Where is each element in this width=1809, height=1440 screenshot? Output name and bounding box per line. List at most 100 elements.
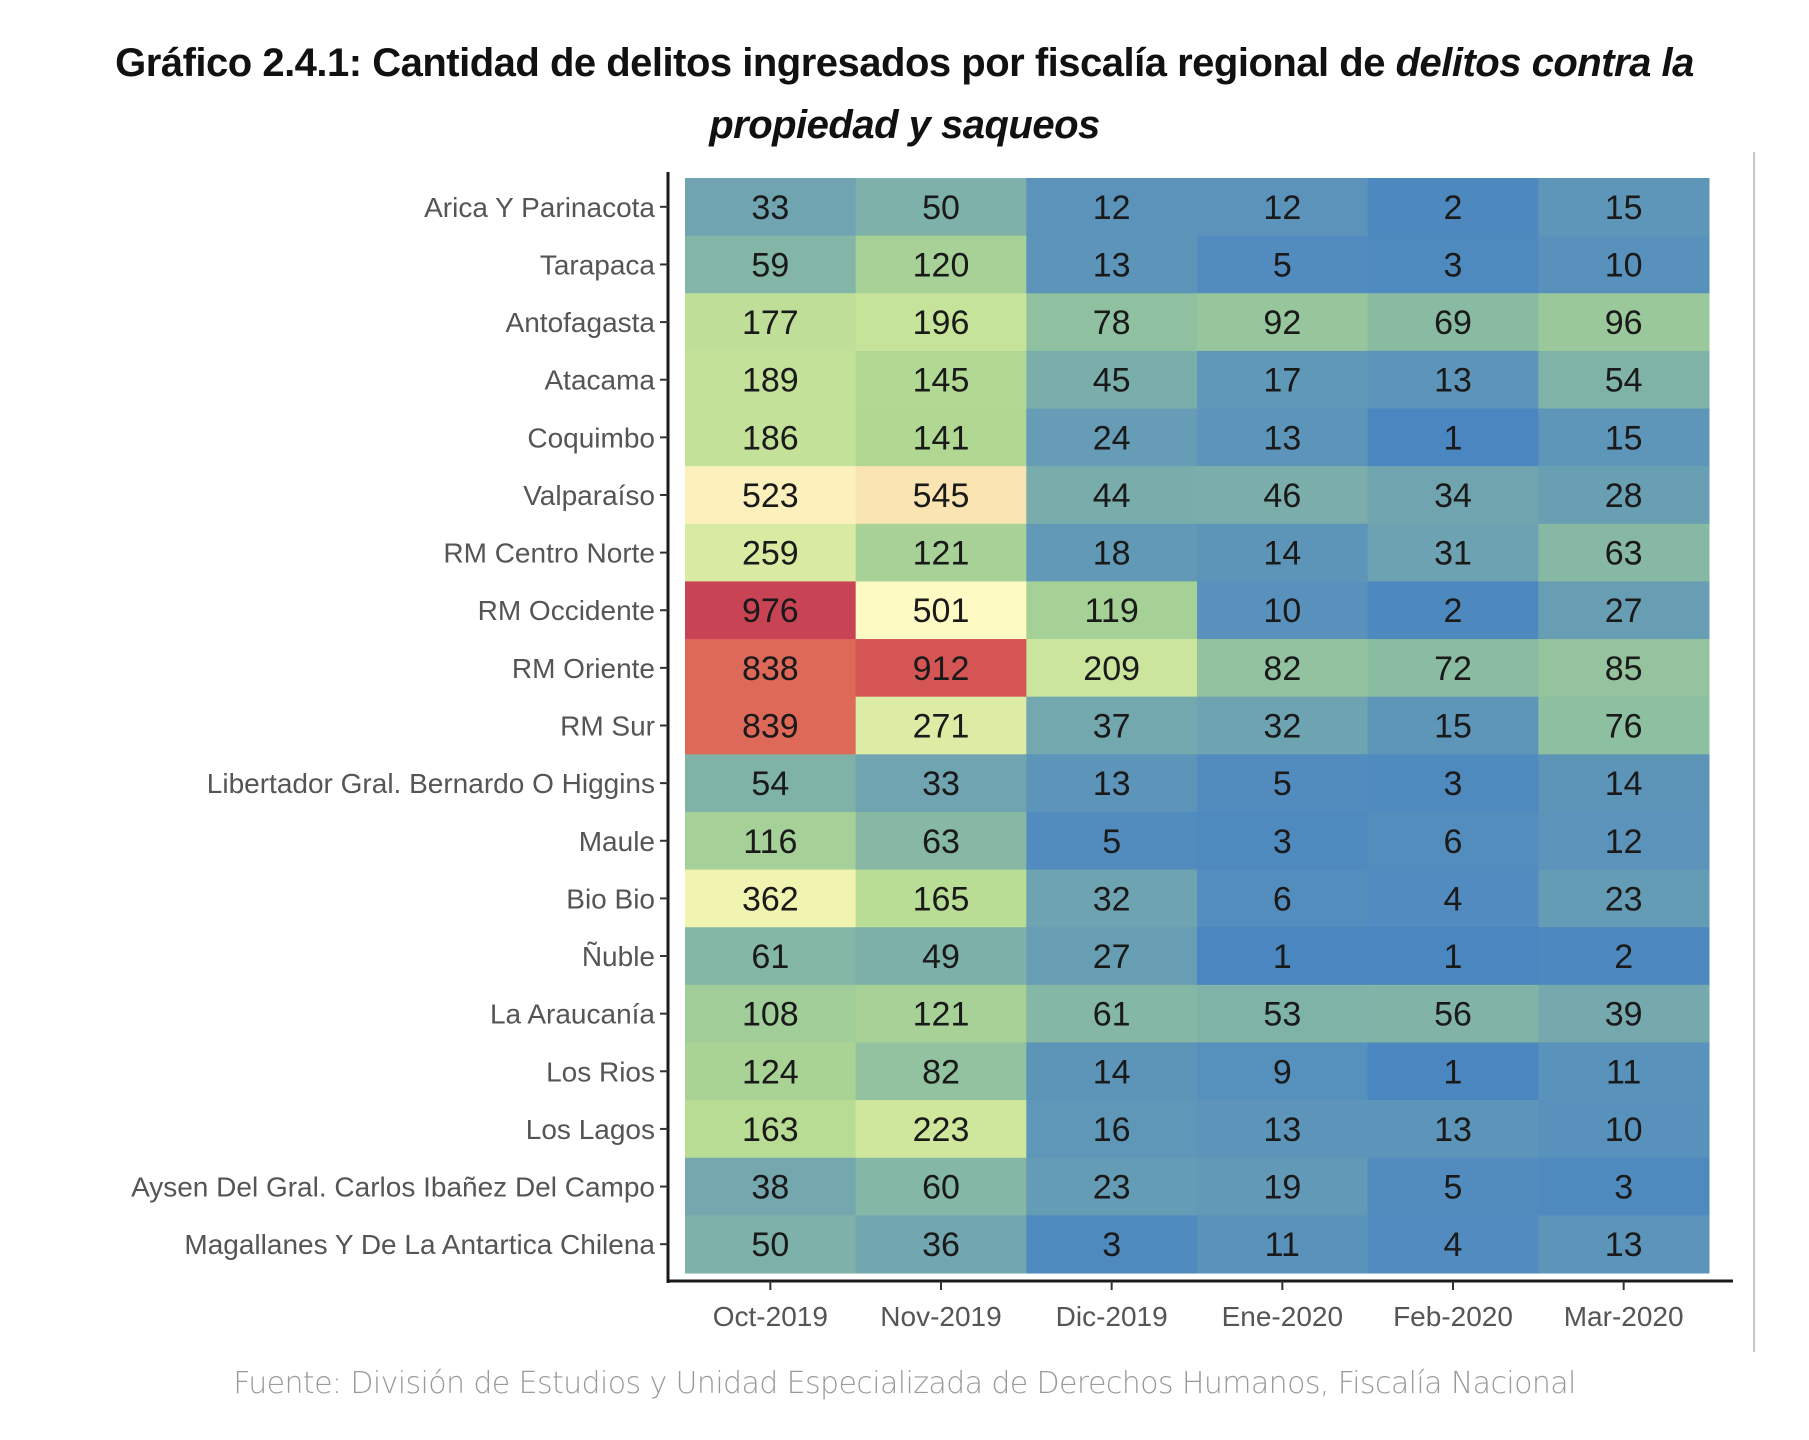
heatmap-cell [685, 1215, 857, 1274]
heatmap-cell [855, 639, 1027, 698]
cell-value-label: 271 [913, 708, 970, 746]
heatmap-cell [1026, 581, 1198, 640]
heatmap-cell [855, 235, 1027, 294]
heatmap-cell [855, 523, 1027, 582]
cell-value-label: 121 [913, 535, 970, 573]
heatmap-cell [685, 1100, 857, 1159]
heatmap-cell [685, 754, 857, 813]
cell-value-label: 124 [742, 1053, 799, 1091]
heatmap-cell [685, 1042, 857, 1101]
cell-value-label: 17 [1263, 362, 1301, 400]
heatmap-cell [685, 639, 857, 698]
heatmap-cell [1538, 984, 1710, 1043]
x-tick-label: Feb-2020 [1393, 1301, 1513, 1332]
cell-value-label: 76 [1605, 708, 1643, 746]
cell-value-label: 912 [913, 650, 970, 688]
heatmap-cell [1026, 523, 1198, 582]
heatmap-cell [1197, 1042, 1369, 1101]
cell-value-label: 60 [922, 1169, 960, 1207]
x-tick-label: Ene-2020 [1222, 1301, 1343, 1332]
heatmap-cell [855, 696, 1027, 755]
cell-value-label: 5 [1273, 246, 1292, 284]
cell-value-label: 27 [1093, 938, 1131, 976]
heatmap-cell [1367, 235, 1539, 294]
cell-value-label: 53 [1263, 996, 1301, 1034]
heatmap-cell [1026, 466, 1198, 525]
cell-value-label: 49 [922, 938, 960, 976]
heatmap-cell [1026, 293, 1198, 352]
cell-value-label: 3 [1444, 246, 1463, 284]
cell-value-label: 165 [913, 880, 970, 918]
source-note: Fuente: División de Estudios y Unidad Es… [233, 1366, 1576, 1401]
heatmap-cell [1026, 235, 1198, 294]
cell-value-label: 14 [1093, 1053, 1131, 1091]
y-tick-label: Atacama [545, 365, 656, 396]
cell-value-label: 3 [1444, 765, 1463, 803]
cell-value-label: 3 [1273, 823, 1292, 861]
cell-value-label: 36 [922, 1226, 960, 1264]
cell-value-label: 32 [1093, 880, 1131, 918]
heatmap-cell [1367, 811, 1539, 871]
y-tick-label: Aysen Del Gral. Carlos Ibañez Del Campo [131, 1172, 655, 1203]
cell-value-label: 6 [1444, 823, 1463, 861]
cell-value-label: 2 [1614, 938, 1633, 976]
cell-value-label: 13 [1263, 1111, 1301, 1149]
cell-value-label: 61 [1093, 996, 1131, 1034]
cell-value-label: 119 [1085, 592, 1139, 630]
heatmap-cell [685, 927, 857, 986]
heatmap-cell [855, 581, 1027, 640]
cell-value-label: 24 [1093, 419, 1131, 457]
heatmap-cell [1026, 178, 1198, 237]
y-tick-label: La Araucanía [490, 999, 655, 1030]
y-tick-label: Tarapaca [540, 249, 656, 280]
heatmap-cell [685, 984, 857, 1043]
heatmap-cell [1026, 1157, 1198, 1216]
heatmap-cell [685, 293, 857, 352]
heatmap-cell [685, 869, 857, 928]
heatmap-cell [1197, 293, 1369, 352]
heatmap-cell [855, 1042, 1027, 1101]
cell-value-label: 838 [742, 650, 799, 688]
cell-value-label: 19 [1263, 1169, 1301, 1207]
heatmap-cell [855, 178, 1027, 237]
heatmap-cell [855, 811, 1027, 871]
cell-value-label: 96 [1605, 304, 1643, 342]
cell-value-label: 177 [742, 304, 799, 342]
cell-value-label: 46 [1263, 477, 1301, 515]
cell-value-label: 11 [1606, 1053, 1641, 1091]
cell-value-label: 4 [1444, 1226, 1463, 1264]
heatmap-cell [1026, 639, 1198, 698]
cell-value-label: 31 [1434, 535, 1472, 573]
heatmap-cell [1538, 1157, 1710, 1216]
cell-value-label: 1 [1444, 938, 1463, 976]
heatmap-cell [1367, 293, 1539, 352]
chart-title-main: Gráfico 2.4.1: Cantidad de delitos ingre… [115, 41, 1396, 85]
heatmap-cell [1538, 466, 1710, 525]
heatmap-cell [1538, 350, 1710, 410]
y-tick-label: Valparaíso [523, 480, 655, 511]
heatmap-cell [1538, 696, 1710, 755]
heatmap-cell [855, 1157, 1027, 1216]
cell-value-label: 32 [1263, 708, 1301, 746]
heatmap-cell [1197, 178, 1369, 237]
heatmap-cells [685, 178, 1710, 1274]
cell-value-label: 163 [742, 1111, 799, 1149]
cell-value-label: 1 [1444, 419, 1463, 457]
heatmap-cell [1026, 1100, 1198, 1159]
cell-value-label: 141 [913, 419, 970, 457]
chart-title-italic-2: propiedad y saqueos [709, 103, 1100, 147]
heatmap-cell [1367, 178, 1539, 237]
cell-value-label: 85 [1605, 650, 1643, 688]
cell-value-label: 54 [751, 765, 789, 803]
heatmap-cell [1197, 1215, 1369, 1274]
cell-value-label: 63 [922, 823, 960, 861]
heatmap-cell [1367, 984, 1539, 1043]
heatmap-cell [1538, 754, 1710, 813]
y-tick-label: Los Lagos [526, 1114, 655, 1145]
heatmap-cell [1538, 293, 1710, 352]
cell-value-label: 3 [1102, 1226, 1121, 1264]
cell-value-label: 50 [922, 189, 960, 227]
heatmap-cell [855, 927, 1027, 986]
cell-value-label: 92 [1263, 304, 1301, 342]
